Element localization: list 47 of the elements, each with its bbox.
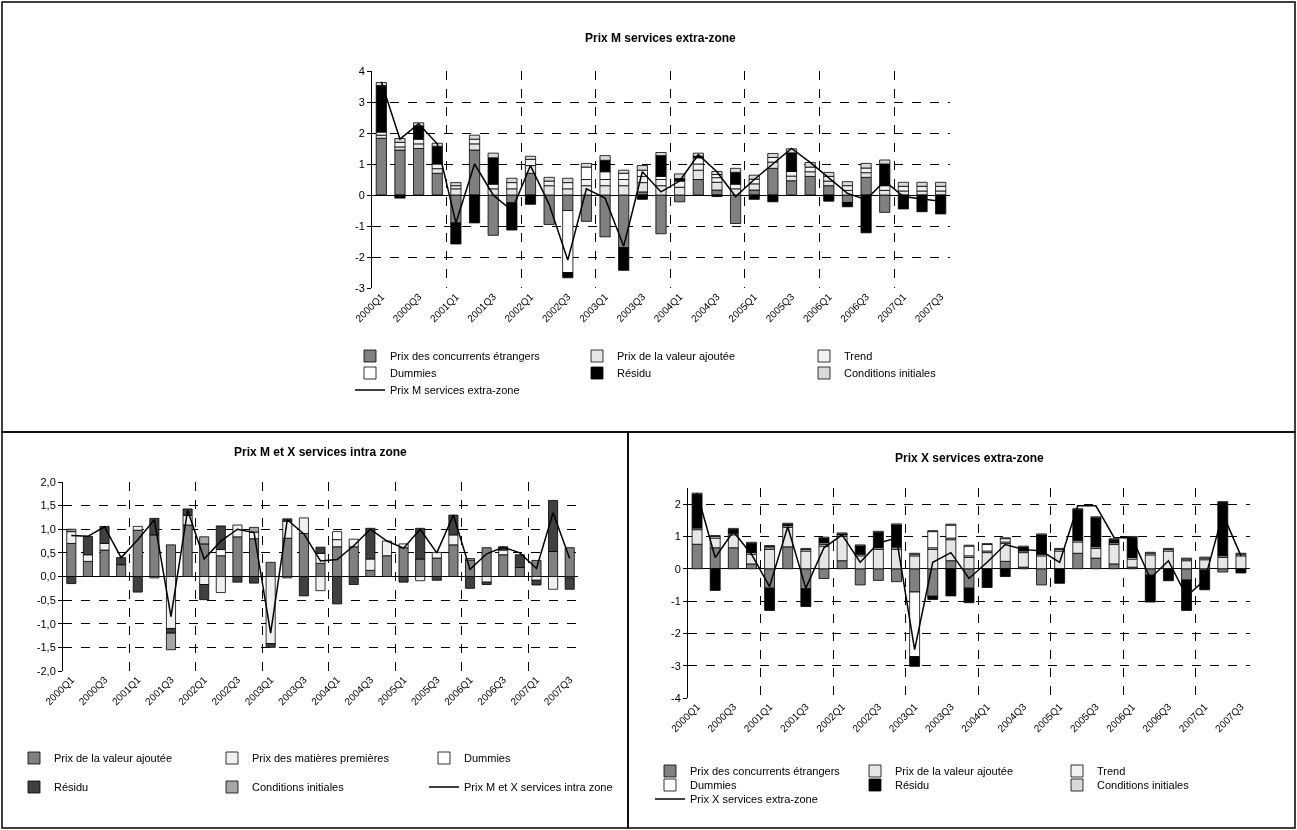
y-tick-label: 4 — [358, 64, 365, 77]
y-tick-label: -1 — [671, 594, 681, 607]
legend-label: Trend — [1097, 765, 1126, 778]
legend-label: Prix des matières premières — [252, 752, 390, 765]
y-tick-label: 0 — [674, 562, 681, 575]
y-tick-label: 1,0 — [40, 523, 56, 536]
y-tick-label: -3 — [355, 281, 365, 294]
legend-label: Résidu — [617, 367, 652, 380]
y-tick-label: 1,5 — [40, 499, 56, 512]
legend-label: Trend — [844, 350, 873, 363]
y-tick-label: -0,5 — [36, 593, 56, 606]
chart-title: Prix M et X services intra zone — [234, 445, 408, 459]
legend-label: Prix de la valeur ajoutée — [54, 752, 173, 765]
legend-label: Conditions initiales — [844, 367, 937, 380]
legend-label: Prix X services extra-zone — [690, 793, 818, 806]
y-tick-label: -1 — [355, 219, 365, 232]
legend-label: Prix de la valeur ajoutée — [895, 765, 1014, 778]
y-tick-label: -4 — [671, 691, 681, 704]
y-tick-label: -1,5 — [36, 641, 56, 654]
legend-label: Prix des concurrents étrangers — [390, 350, 541, 363]
legend-label: Conditions initiales — [1097, 779, 1190, 792]
legend-label: Prix M services extra-zone — [390, 384, 520, 397]
y-tick-label: 0,5 — [40, 546, 56, 559]
y-tick-label: 2 — [358, 126, 365, 139]
y-tick-label: 1 — [358, 157, 365, 170]
y-tick-label: -2 — [671, 627, 681, 640]
y-tick-label: 0,0 — [40, 570, 56, 583]
y-tick-label: 0 — [358, 188, 365, 201]
legend-label: Dummies — [390, 367, 437, 380]
y-tick-label: -2,0 — [36, 664, 56, 677]
y-tick-label: -3 — [671, 659, 681, 672]
legend-label: Prix M et X services intra zone — [464, 781, 613, 794]
y-tick-label: 2,0 — [40, 475, 56, 488]
legend-label: Prix des concurrents étrangers — [690, 765, 841, 778]
y-tick-label: -2 — [355, 250, 365, 263]
legend-label: Résidu — [895, 779, 930, 792]
legend-label: Conditions initiales — [252, 781, 345, 794]
legend-label: Résidu — [54, 781, 89, 794]
y-tick-label: 3 — [358, 95, 365, 108]
y-tick-label: -1,0 — [36, 617, 56, 630]
y-tick-label: 1 — [674, 530, 681, 543]
y-tick-label: 2 — [674, 498, 681, 510]
legend-label: Prix de la valeur ajoutée — [617, 350, 736, 363]
chart-title: Prix X services extra-zone — [895, 451, 1045, 465]
chart-title: Prix M services extra-zone — [585, 31, 737, 45]
legend-label: Dummies — [464, 752, 511, 765]
legend-label: Dummies — [690, 779, 737, 792]
